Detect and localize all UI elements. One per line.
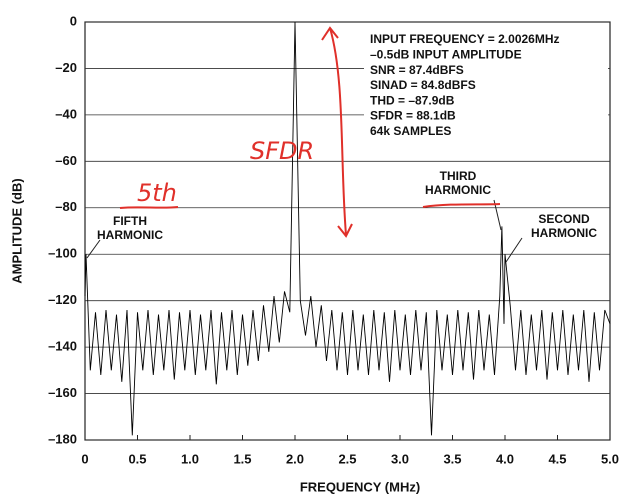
y-tick-label: –60 <box>55 153 77 168</box>
info-line: –0.5dB INPUT AMPLITUDE <box>370 47 522 61</box>
red-underline <box>119 203 501 209</box>
handwritten-note: 5th <box>137 179 177 207</box>
x-tick-label: 3.5 <box>443 451 461 466</box>
leader-line <box>86 239 101 259</box>
x-tick-label: 1.5 <box>233 451 251 466</box>
y-tick-label: –160 <box>48 385 77 400</box>
y-tick-label: –40 <box>55 106 77 121</box>
x-tick-label: 3.0 <box>391 451 409 466</box>
y-tick-label: –180 <box>48 431 77 446</box>
y-tick-label: –20 <box>55 60 77 75</box>
sfdr-arrow <box>321 26 353 238</box>
y-tick-label: 0 <box>70 13 77 28</box>
x-tick-label: 4.0 <box>496 451 514 466</box>
annotation: HARMONIC <box>425 183 491 197</box>
x-tick-label: 0 <box>81 451 88 466</box>
annotation: HARMONIC <box>531 226 597 240</box>
x-tick-label: 2.5 <box>338 451 356 466</box>
y-tick-label: –80 <box>55 199 77 214</box>
info-line: THD = –87.9dB <box>370 93 455 107</box>
annotation: HARMONIC <box>97 228 163 242</box>
handwritten-note: SFDR <box>250 137 314 165</box>
x-tick-label: 4.5 <box>548 451 566 466</box>
info-line: SINAD = 84.8dBFS <box>370 78 476 92</box>
x-tick-label: 1.0 <box>181 451 199 466</box>
y-axis-label: AMPLITUDE (dB) <box>9 178 24 283</box>
info-line: 64k SAMPLES <box>370 124 451 138</box>
y-tick-label: –100 <box>48 246 77 261</box>
info-line: SNR = 87.4dBFS <box>370 63 464 77</box>
leader-line <box>505 237 523 263</box>
x-tick-label: 2.0 <box>286 451 304 466</box>
y-tick-label: –120 <box>48 292 77 307</box>
annotation: FIFTH <box>113 214 147 228</box>
y-tick-label: –140 <box>48 339 77 354</box>
annotation: THIRD <box>440 169 477 183</box>
info-background <box>364 30 608 136</box>
annotation: SECOND <box>538 212 590 226</box>
spectrum-line <box>84 21 611 436</box>
x-tick-label: 0.5 <box>128 451 146 466</box>
info-line: INPUT FREQUENCY = 2.0026MHz <box>370 32 560 46</box>
info-line: SFDR = 88.1dB <box>370 109 456 123</box>
x-tick-label: 5.0 <box>601 451 619 466</box>
x-axis-label: FREQUENCY (MHz) <box>300 479 420 494</box>
